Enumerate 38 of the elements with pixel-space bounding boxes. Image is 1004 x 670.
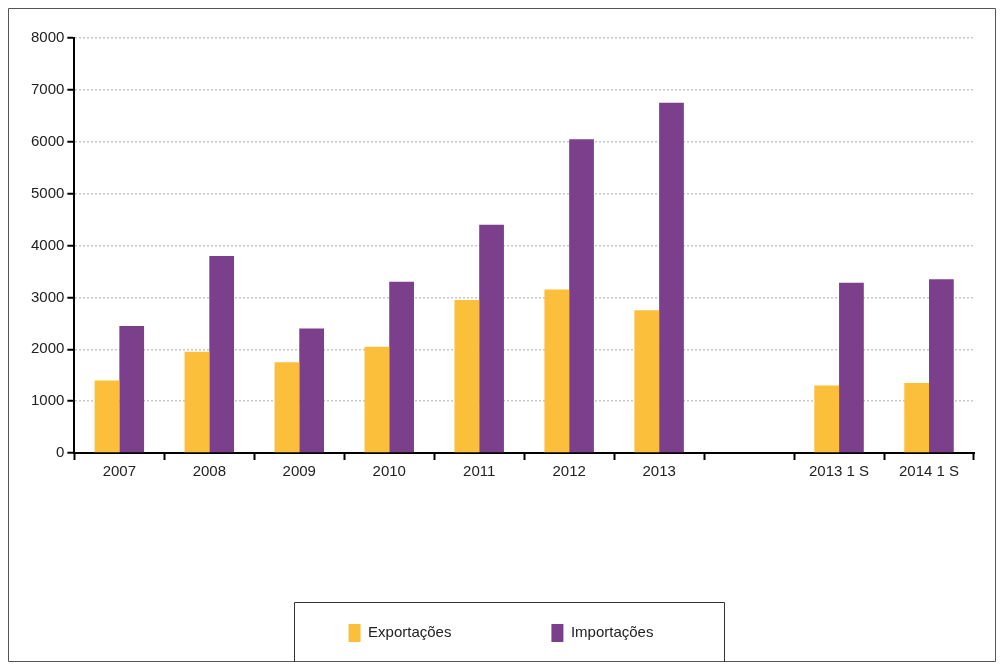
x-tick-label: 2014 1 S: [898, 462, 960, 480]
bar: [569, 139, 594, 453]
bar: [364, 346, 390, 453]
y-tick-label: 2000: [30, 339, 65, 357]
bar: [839, 282, 864, 453]
bar: [274, 362, 300, 453]
bar: [94, 380, 120, 453]
x-tick-label: 2013: [642, 462, 676, 480]
x-tick-label: 2011: [463, 462, 496, 480]
y-tick-label: 5000: [30, 183, 65, 201]
bar: [634, 310, 660, 453]
bar: [544, 289, 570, 453]
y-tick-label: 3000: [30, 287, 65, 305]
y-tick-label: 0: [56, 443, 65, 461]
bar: [299, 328, 325, 453]
bar: [209, 255, 235, 453]
bar: [904, 382, 930, 453]
bar: [389, 281, 414, 453]
bar: [929, 279, 954, 453]
bar: [479, 224, 504, 453]
legend-label: Exportações: [368, 623, 452, 641]
legend-label: Importações: [570, 623, 654, 641]
bar: [454, 299, 480, 453]
x-tick-label: 2009: [282, 462, 316, 480]
x-tick-label: 2008: [192, 462, 226, 480]
y-tick-label: 4000: [30, 235, 65, 253]
bar: [814, 385, 840, 453]
x-tick-label: 2013 1 S: [809, 462, 870, 480]
y-tick-label: 8000: [30, 28, 65, 46]
bar: [184, 351, 210, 453]
y-tick-label: 6000: [30, 131, 65, 149]
y-tick-label: 7000: [30, 80, 65, 98]
x-tick-label: 2007: [102, 462, 137, 480]
x-tick-label: 2010: [372, 462, 406, 480]
x-tick-label: 2012: [552, 462, 586, 480]
bar: [119, 325, 145, 453]
y-tick-label: 1000: [30, 391, 65, 409]
bar: [659, 102, 684, 453]
